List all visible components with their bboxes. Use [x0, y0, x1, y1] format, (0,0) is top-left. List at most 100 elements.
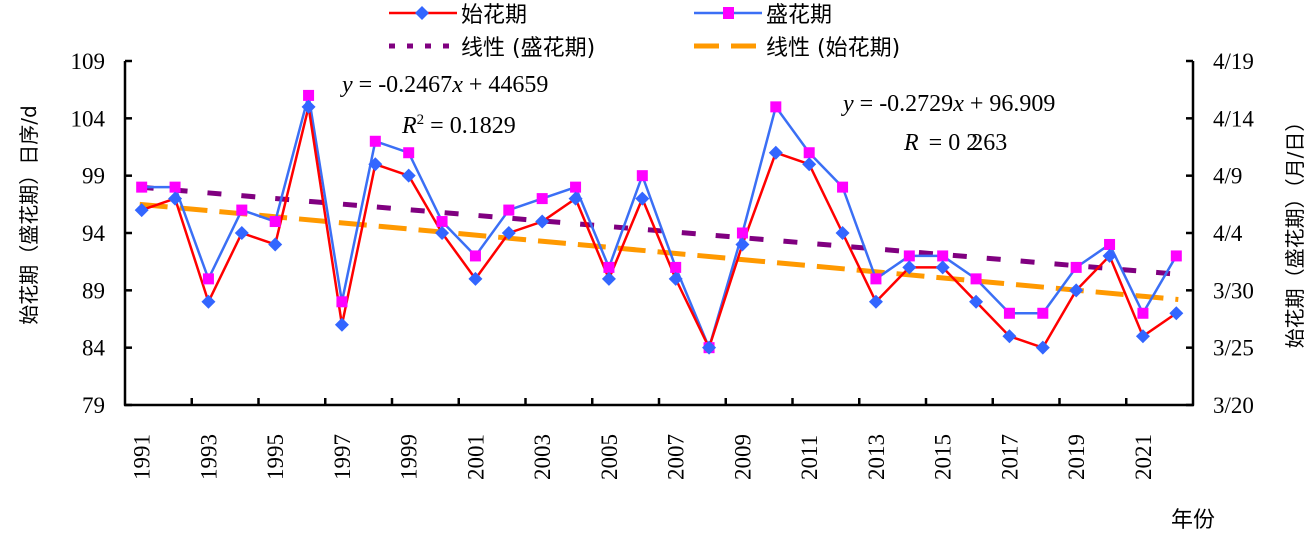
point-shihuaqi-2004: [568, 191, 583, 206]
x-tick-label: 2019: [1064, 434, 1089, 480]
point-shihuaqi-1994: [234, 226, 249, 240]
point-shihuaqi-2007: [668, 271, 683, 286]
eq2-y: y: [841, 91, 854, 117]
legend-label-shihuaqi: 始花期: [461, 3, 527, 28]
x-tick-label: 2017: [997, 434, 1022, 480]
eq1-tail: + 44659: [463, 72, 549, 98]
point-shihuaqi-2014: [902, 260, 917, 275]
point-shihuaqi-2017: [1002, 329, 1017, 344]
y-tick-label-right: 4/14: [1213, 106, 1254, 131]
point-shihuaqi-1998: [368, 157, 383, 172]
point-shenghuaqi-1995: [269, 216, 281, 228]
x-tick-label: 2011: [797, 435, 822, 480]
point-shihuaqi-2003: [535, 214, 550, 229]
y-axis-label-left: 始花期（盛花期）日序/d: [17, 105, 41, 324]
legend-item-trend-shihuaqi: 线性 (始花期): [694, 36, 900, 61]
r2-1-sup: 2: [417, 112, 425, 128]
y-axis-label-right: 始花期（盛花期）（月/日）: [1283, 112, 1307, 349]
r2-2-overlap: 2: [966, 130, 978, 156]
point-shihuaqi-2019: [1069, 283, 1084, 298]
r-squared-shenghuaqi: R = 0 2263: [903, 130, 1007, 156]
point-shenghuaqi-2007: [670, 261, 682, 273]
y-tick-label-left: 79: [82, 393, 105, 418]
legend-label-trend-shihuaqi: 线性 (始花期): [766, 36, 900, 61]
point-shenghuaqi-2010: [770, 101, 782, 113]
point-shenghuaqi-1992: [169, 181, 181, 193]
eq1-x: x: [451, 72, 463, 98]
point-shenghuaqi-1998: [369, 135, 381, 147]
point-shenghuaqi-1994: [236, 204, 248, 216]
point-shihuaqi-1997: [334, 317, 349, 332]
point-shihuaqi-1991: [134, 203, 149, 218]
x-tick-label: 1995: [263, 434, 288, 480]
equation-shihuaqi: y = -0.2467x + 44659: [340, 72, 548, 98]
equation-shenghuaqi: y = -0.2729x + 96.909: [841, 91, 1055, 117]
r2-2-val: = 0: [923, 130, 967, 156]
point-shenghuaqi-1999: [403, 147, 415, 159]
legend-marker-square: [723, 7, 734, 19]
eq2-tail: + 96.909: [964, 91, 1056, 117]
point-shihuaqi-2010: [768, 145, 783, 160]
point-shihuaqi-1996: [301, 99, 316, 114]
point-shenghuaqi-2002: [503, 204, 515, 216]
point-shenghuaqi-2015: [937, 250, 949, 262]
point-shihuaqi-2022: [1169, 306, 1184, 321]
point-shenghuaqi-2003: [536, 193, 548, 205]
x-tick-label: 2015: [931, 434, 956, 480]
y-tick-label-left: 89: [82, 278, 105, 303]
legend-item-shihuaqi: 始花期: [389, 3, 527, 28]
point-shihuaqi-2009: [735, 237, 750, 252]
series: [134, 89, 1184, 355]
eq1-y: y: [340, 72, 353, 98]
point-shihuaqi-2021: [1135, 329, 1150, 344]
trendlines: [139, 184, 1179, 302]
y-tick-label-left: 84: [82, 336, 106, 361]
y-tick-label-left: 104: [71, 106, 106, 131]
point-shenghuaqi-2014: [903, 250, 915, 262]
point-shenghuaqi-1991: [136, 181, 148, 193]
point-shenghuaqi-1996: [303, 89, 315, 101]
point-shihuaqi-2015: [935, 260, 950, 275]
y-ticks-right: 4/19 4/14 4/9 4/4 3/30 3/25 3/20: [1186, 49, 1254, 418]
point-shenghuaqi-2012: [837, 181, 849, 193]
point-shihuaqi-1993: [201, 294, 216, 309]
x-tick-label: 1991: [130, 434, 155, 480]
x-tick-label: 1993: [196, 434, 221, 480]
point-shenghuaqi-1993: [202, 273, 214, 285]
x-ticks: 1991 1993 1995 1997 1999 2001 2003 2005 2007 2009…: [130, 398, 1156, 480]
eq2-x: x: [952, 91, 964, 117]
point-shenghuaqi-2013: [870, 273, 882, 285]
y-tick-label-right: 3/25: [1213, 336, 1254, 361]
point-shihuaqi-1999: [401, 168, 416, 183]
point-shihuaqi-2012: [835, 226, 850, 240]
legend-marker-diamond: [415, 6, 429, 20]
y-tick-label-right: 4/4: [1213, 221, 1243, 246]
r2-1-val: = 0.1829: [424, 113, 516, 139]
point-shihuaqi-2018: [1035, 340, 1050, 355]
point-shenghuaqi-2006: [636, 170, 648, 182]
point-shenghuaqi-2009: [736, 227, 748, 239]
eq1-body: = -0.2467: [353, 72, 453, 98]
trendline-shihuaqi: [139, 201, 1179, 302]
series-line-shenghuaqi: [141, 94, 1178, 349]
r-squared-shihuaqi: R2 = 0.1829: [401, 112, 516, 139]
point-shihuaqi-2000: [435, 226, 450, 240]
x-tick-label: 1997: [330, 434, 355, 480]
series-line-shihuaqi: [141, 105, 1178, 349]
x-tick-label: 2003: [530, 434, 555, 480]
legend-label-trend-shenghuaqi: 线性 (盛花期): [461, 36, 595, 61]
eq2-body: = -0.2729: [854, 91, 954, 117]
x-tick-label: 2001: [463, 434, 488, 480]
y-tick-label-left: 109: [71, 49, 106, 74]
point-shenghuaqi-2022: [1170, 250, 1182, 262]
x-tick-label: 2007: [664, 434, 689, 480]
point-shihuaqi-2020: [1102, 248, 1117, 263]
point-shihuaqi-2016: [969, 294, 984, 309]
x-tick-label: 2005: [597, 434, 622, 480]
point-shihuaqi-2001: [468, 271, 483, 286]
point-shenghuaqi-2011: [803, 147, 815, 159]
point-shihuaqi-2013: [868, 294, 883, 309]
point-shenghuaqi-2021: [1137, 307, 1149, 319]
x-tick-label: 1999: [397, 434, 422, 480]
point-shenghuaqi-2020: [1104, 238, 1116, 250]
